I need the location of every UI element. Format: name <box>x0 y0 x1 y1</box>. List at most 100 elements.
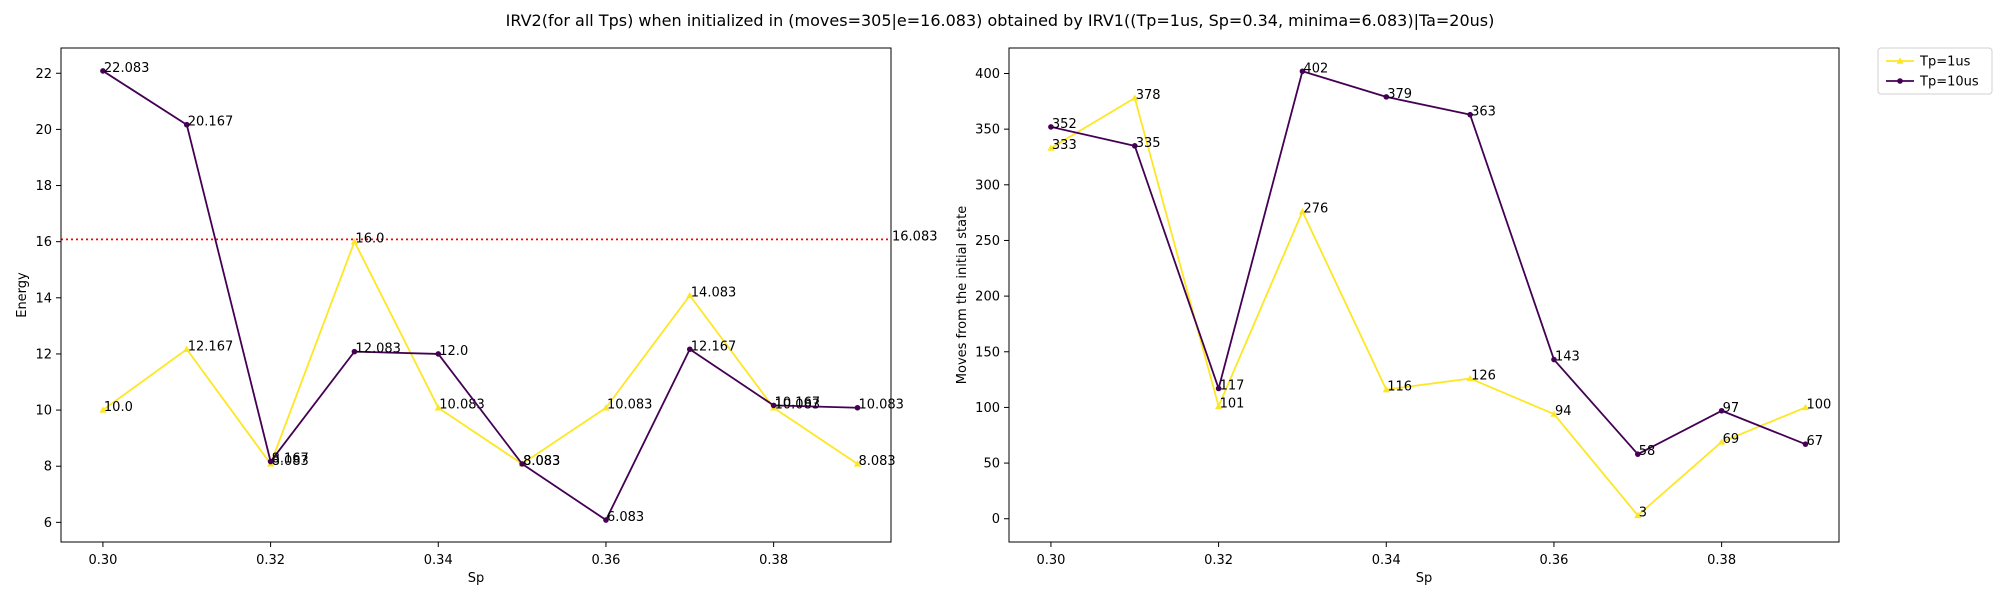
data-label: 10.167 <box>775 395 821 410</box>
x-tick-label: 0.36 <box>1539 553 1568 568</box>
x-tick-label: 0.34 <box>424 553 453 568</box>
data-label: 94 <box>1555 404 1572 419</box>
legend-marker <box>1896 57 1904 64</box>
y-tick-label: 12 <box>35 347 52 362</box>
data-point <box>770 402 777 409</box>
data-point <box>1718 407 1725 414</box>
data-label: 20.167 <box>188 115 234 130</box>
data-point <box>1718 438 1726 445</box>
data-point <box>1298 207 1307 215</box>
y-tick-label: 350 <box>975 123 1000 138</box>
data-label: 8.083 <box>523 454 560 469</box>
y-tick-label: 400 <box>975 67 1000 82</box>
data-point <box>183 121 190 128</box>
data-label: 10.083 <box>439 398 485 413</box>
data-label: 3 <box>1639 505 1647 520</box>
energy-chart: 0.30 0.32 0.34 0.36 0.38 6 8 10 12 14 16 18 20 22 Sp En… <box>15 47 938 586</box>
data-label: 22.083 <box>104 61 150 76</box>
data-label: 58 <box>1639 444 1656 459</box>
data-label: 6.083 <box>607 510 644 525</box>
data-label: 10.083 <box>607 398 653 413</box>
axes-frame <box>1008 47 1840 543</box>
data-point <box>100 68 106 74</box>
data-point <box>686 291 694 299</box>
data-point <box>1801 403 1810 411</box>
legend: Tp=1us Tp=10us <box>1877 47 1993 95</box>
y-tick-label: 100 <box>975 401 1000 416</box>
data-label: 16.0 <box>355 232 384 247</box>
data-point <box>519 461 525 467</box>
series-line-1 <box>102 70 858 521</box>
data-label: 100 <box>1806 397 1831 412</box>
x-axis-label: Sp <box>1416 571 1433 586</box>
data-point <box>602 404 610 411</box>
data-label: 379 <box>1387 87 1412 102</box>
data-point <box>435 351 442 357</box>
data-label: 12.167 <box>691 339 737 354</box>
figure-title: IRV2(for all Tps) when initialized in (m… <box>506 11 1495 30</box>
x-tick-label: 0.30 <box>1036 553 1065 568</box>
x-tick-label: 0.30 <box>88 553 117 568</box>
axes-frame <box>60 47 892 543</box>
data-label: 116 <box>1387 380 1412 395</box>
y-tick-label: 150 <box>975 345 1000 360</box>
data-label: 8.083 <box>272 454 309 469</box>
data-point <box>1131 143 1138 149</box>
legend-label: Tp=10us <box>1919 75 1979 90</box>
data-label: 276 <box>1303 202 1328 217</box>
data-label: 10.0 <box>104 400 133 415</box>
data-point <box>1634 511 1642 519</box>
y-tick-label: 14 <box>35 291 52 306</box>
data-point <box>1634 451 1641 457</box>
y-axis-label: Energy <box>15 272 30 318</box>
data-label: 97 <box>1723 401 1740 416</box>
x-tick-label: 0.32 <box>1204 553 1233 568</box>
data-label: 12.083 <box>355 342 401 357</box>
x-tick-label: 0.32 <box>256 553 285 568</box>
data-point <box>853 460 862 467</box>
y-tick-label: 50 <box>983 457 1000 472</box>
data-point <box>1802 441 1809 447</box>
data-point <box>1131 94 1139 101</box>
data-point <box>351 348 358 355</box>
data-label: 333 <box>1052 138 1077 153</box>
data-label: 14.083 <box>691 285 737 300</box>
data-label: 378 <box>1136 88 1161 103</box>
data-label: 8.083 <box>523 454 560 469</box>
data-label: 101 <box>1220 396 1245 411</box>
data-label: 8.083 <box>858 454 895 469</box>
moves-chart: 0.30 0.32 0.34 0.36 0.3805010015020025030035… <box>955 47 1840 586</box>
data-point <box>1466 374 1474 382</box>
x-tick-label: 0.38 <box>1707 553 1736 568</box>
legend-label: Tp=1us <box>1919 55 1971 70</box>
data-point <box>267 458 274 465</box>
data-label: 143 <box>1555 350 1580 365</box>
data-label: 117 <box>1220 379 1245 394</box>
data-label: 10.083 <box>858 398 904 413</box>
data-point <box>1215 385 1222 392</box>
data-label: 12.0 <box>439 344 468 359</box>
data-point <box>1048 124 1054 130</box>
data-point <box>603 517 609 523</box>
data-label: 335 <box>1136 136 1161 151</box>
data-point <box>1467 111 1473 118</box>
data-point <box>1299 68 1306 75</box>
data-label: 352 <box>1052 117 1077 132</box>
y-tick-label: 20 <box>35 123 52 138</box>
data-point <box>1383 94 1390 100</box>
data-label: 363 <box>1471 105 1496 120</box>
y-tick-label: 22 <box>35 67 52 82</box>
y-tick-label: 8 <box>44 460 52 475</box>
data-label: 8.167 <box>272 452 309 467</box>
data-label: 67 <box>1806 434 1823 449</box>
y-tick-label: 250 <box>975 234 1000 249</box>
legend-box <box>1877 47 1993 95</box>
data-label: 126 <box>1471 368 1496 383</box>
data-point <box>434 404 442 411</box>
data-point <box>686 346 693 353</box>
y-tick-label: 16 <box>35 235 52 250</box>
data-point <box>183 345 191 352</box>
x-tick-label: 0.38 <box>759 553 788 568</box>
y-tick-label: 6 <box>44 516 52 531</box>
data-point <box>1550 410 1558 417</box>
